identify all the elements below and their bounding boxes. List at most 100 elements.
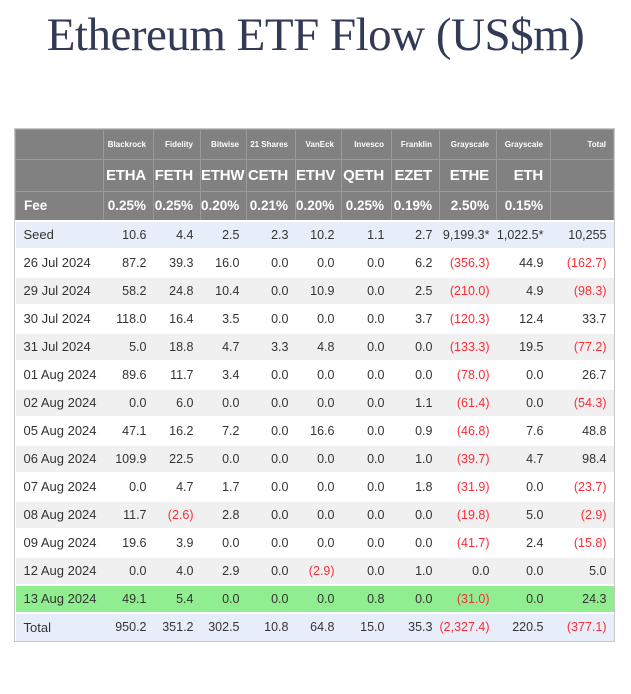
cell-02-aug-2024-total: (54.3)	[550, 387, 614, 417]
fee-ceth: 0.21%	[246, 191, 296, 221]
cell-26-jul-2024-total: (162.7)	[550, 247, 614, 277]
table-row-26-jul-2024: 26 Jul 2024 87.2 39.3 16.0 0.0 0.0 0.0 6.2 (356.…	[15, 247, 614, 277]
table-row-08-aug-2024: 08 Aug 2024 11.7 (2.6) 2.8 0.0 0.0 0.0 0.0 (19.8…	[15, 499, 614, 529]
table-row-29-jul-2024: 29 Jul 2024 58.2 24.8 10.4 0.0 10.9 0.0 2.5 (210…	[15, 275, 614, 305]
cell-12-aug-2024-total: 5.0	[550, 555, 614, 585]
row-label-09-aug-2024: 09 Aug 2024	[15, 527, 104, 557]
row-label-01-aug-2024: 01 Aug 2024	[15, 359, 104, 389]
cell-02-aug-2024-etha: 0.0	[103, 387, 154, 417]
cell-13-aug-2024-qeth: 0.8	[341, 583, 392, 613]
fee-ezet: 0.19%	[391, 191, 440, 221]
row-label-05-aug-2024: 05 Aug 2024	[15, 415, 104, 445]
cell-13-aug-2024-total: 24.3	[550, 583, 614, 613]
cell-30-jul-2024-ceth: 0.0	[246, 303, 296, 333]
row-label-08-aug-2024: 08 Aug 2024	[15, 499, 104, 529]
cell-01-aug-2024-ezet: 0.0	[391, 359, 440, 389]
cell-02-aug-2024-ezet: 1.1	[391, 387, 440, 417]
cell-seed-total: 10,255	[550, 219, 614, 249]
cell-05-aug-2024-feth: 16.2	[153, 415, 201, 445]
total-column-header: Total	[550, 129, 614, 160]
cell-05-aug-2024-ethw: 7.2	[200, 415, 247, 445]
fee-row: Fee 0.25% 0.25% 0.20% 0.21% 0.20% 0.25% 0.19% 2.…	[15, 191, 614, 221]
table-row-07-aug-2024: 07 Aug 2024 0.0 4.7 1.7 0.0 0.0 0.0 1.8 (31.9) 0.…	[15, 471, 614, 501]
cell-seed-ezet: 2.7	[391, 219, 440, 249]
cell-07-aug-2024-ethe: (31.9)	[439, 471, 497, 501]
page-title: Ethereum ETF Flow (US$m)	[46, 9, 585, 61]
cell-09-aug-2024-ethv: 0.0	[295, 527, 342, 557]
cell-01-aug-2024-ceth: 0.0	[246, 359, 296, 389]
cell-26-jul-2024-ethe: (356.3)	[439, 247, 497, 277]
cell-29-jul-2024-etha: 58.2	[103, 275, 154, 305]
row-label-31-jul-2024: 31 Jul 2024	[15, 331, 104, 361]
cell-seed-ethe: 9,199.3*	[439, 219, 497, 249]
cell-07-aug-2024-etha: 0.0	[103, 471, 154, 501]
ticker-header-feth: FETH	[153, 159, 201, 192]
row-label-29-jul-2024: 29 Jul 2024	[15, 275, 104, 305]
table-row-05-aug-2024: 05 Aug 2024 47.1 16.2 7.2 0.0 16.6 0.0 0.9 (46.8…	[15, 415, 614, 445]
cell-31-jul-2024-ethe: (133.3)	[439, 331, 497, 361]
fee-feth: 0.25%	[153, 191, 201, 221]
cell-01-aug-2024-ethw: 3.4	[200, 359, 247, 389]
cell-08-aug-2024-eth: 5.0	[496, 499, 551, 529]
cell-12-aug-2024-ethv: (2.9)	[295, 555, 342, 585]
table-row-02-aug-2024: 02 Aug 2024 0.0 6.0 0.0 0.0 0.0 0.0 1.1 (61.4) 0.…	[15, 387, 614, 417]
cell-12-aug-2024-ezet: 1.0	[391, 555, 440, 585]
ticker-header-ceth: CETH	[246, 159, 296, 192]
cell-02-aug-2024-ceth: 0.0	[246, 387, 296, 417]
cell-30-jul-2024-qeth: 0.0	[341, 303, 392, 333]
cell-09-aug-2024-ethw: 0.0	[200, 527, 247, 557]
cell-seed-etha: 10.6	[103, 219, 154, 249]
cell-31-jul-2024-eth: 19.5	[496, 331, 551, 361]
ticker-header-eth: ETH	[496, 159, 551, 192]
cell-seed-eth: 1,022.5*	[496, 219, 551, 249]
cell-02-aug-2024-ethw: 0.0	[200, 387, 247, 417]
ticker-header-qeth: QETH	[341, 159, 392, 192]
cell-29-jul-2024-ethw: 10.4	[200, 275, 247, 305]
cell-05-aug-2024-qeth: 0.0	[341, 415, 392, 445]
cell-30-jul-2024-ethv: 0.0	[295, 303, 342, 333]
cell-06-aug-2024-eth: 4.7	[496, 443, 551, 473]
cell-09-aug-2024-feth: 3.9	[153, 527, 201, 557]
cell-02-aug-2024-qeth: 0.0	[341, 387, 392, 417]
cell-31-jul-2024-qeth: 0.0	[341, 331, 392, 361]
fee-row-label: Fee	[15, 191, 104, 221]
cell-29-jul-2024-qeth: 0.0	[341, 275, 392, 305]
cell-08-aug-2024-etha: 11.7	[103, 499, 154, 529]
cell-31-jul-2024-etha: 5.0	[103, 331, 154, 361]
cell-07-aug-2024-ethv: 0.0	[295, 471, 342, 501]
cell-12-aug-2024-ethw: 2.9	[200, 555, 247, 585]
cell-total-total: (377.1)	[550, 611, 614, 641]
cell-01-aug-2024-qeth: 0.0	[341, 359, 392, 389]
cell-09-aug-2024-qeth: 0.0	[341, 527, 392, 557]
cell-total-etha: 950.2	[103, 611, 154, 641]
cell-12-aug-2024-eth: 0.0	[496, 555, 551, 585]
cell-total-ethv: 64.8	[295, 611, 342, 641]
row-label-02-aug-2024: 02 Aug 2024	[15, 387, 104, 417]
cell-total-ethw: 302.5	[200, 611, 247, 641]
cell-05-aug-2024-eth: 7.6	[496, 415, 551, 445]
cell-06-aug-2024-total: 98.4	[550, 443, 614, 473]
cell-08-aug-2024-ethe: (19.8)	[439, 499, 497, 529]
table-row-total: Total 950.2 351.2 302.5 10.8 64.8 15.0 35.3 (2,3…	[15, 611, 614, 641]
cell-05-aug-2024-ceth: 0.0	[246, 415, 296, 445]
ticker-header-ezet: EZET	[391, 159, 440, 192]
cell-01-aug-2024-ethe: (78.0)	[439, 359, 497, 389]
cell-07-aug-2024-ceth: 0.0	[246, 471, 296, 501]
cell-total-feth: 351.2	[153, 611, 201, 641]
cell-13-aug-2024-ethw: 0.0	[200, 583, 247, 613]
cell-26-jul-2024-qeth: 0.0	[341, 247, 392, 277]
cell-13-aug-2024-ethe: (31.0)	[439, 583, 497, 613]
cell-06-aug-2024-ceth: 0.0	[246, 443, 296, 473]
issuer-header-ceth: 21 Shares	[246, 129, 296, 160]
table-row-01-aug-2024: 01 Aug 2024 89.6 11.7 3.4 0.0 0.0 0.0 0.0 (78.0)…	[15, 359, 614, 389]
cell-12-aug-2024-ceth: 0.0	[246, 555, 296, 585]
cell-30-jul-2024-feth: 16.4	[153, 303, 201, 333]
ticker-header-row: ETHA FETH ETHW CETH ETHV QETH EZET ETHE ETH	[15, 159, 614, 192]
etf-flow-table-container: Blackrock Fidelity Bitwise 21 Shares VanEck I…	[14, 128, 615, 642]
row-label-seed: Seed	[15, 219, 104, 249]
fee-ethw: 0.20%	[200, 191, 247, 221]
cell-seed-feth: 4.4	[153, 219, 201, 249]
cell-02-aug-2024-ethe: (61.4)	[439, 387, 497, 417]
issuer-header-row: Blackrock Fidelity Bitwise 21 Shares VanEck I…	[15, 129, 614, 160]
cell-06-aug-2024-ethw: 0.0	[200, 443, 247, 473]
